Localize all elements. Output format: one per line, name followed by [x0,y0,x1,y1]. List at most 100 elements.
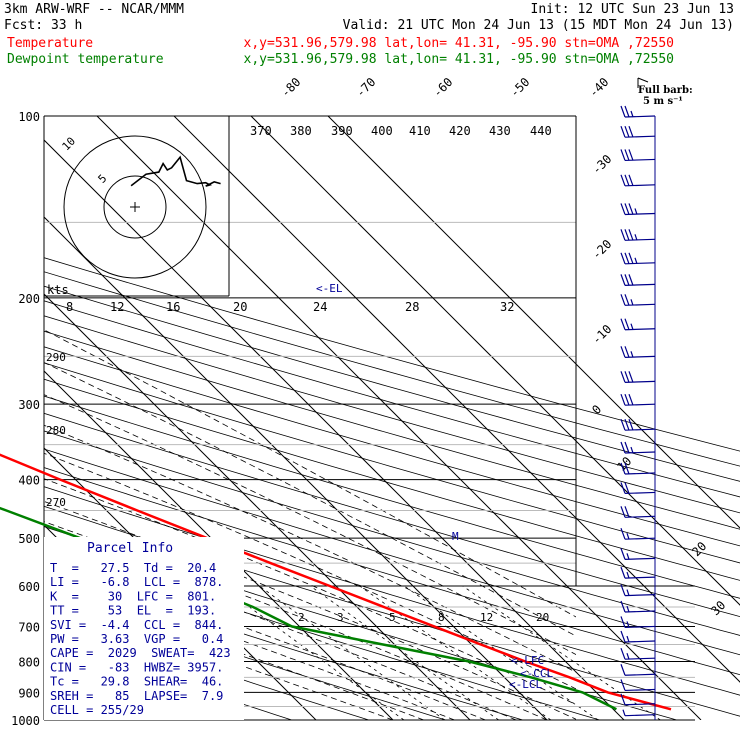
wind-barb [620,203,656,216]
wind-barb [622,709,656,717]
wind-barb-full-flag [620,647,626,660]
wind-barb-staff [624,673,656,676]
dry-adiabat-line [44,346,740,547]
isotherm-line [96,116,702,720]
wind-barb-full-flag [620,664,626,676]
forecast-hour: Fcst: 33 h [4,18,82,33]
isotherm-tick-label: -30 [589,152,614,177]
lfc-marker: <-LFC [511,654,544,667]
wind-barb [620,630,656,643]
pressure-tick-label: 500 [18,532,40,546]
wind-barb-staff [624,283,656,286]
pressure-tick-label: 1000 [11,714,40,728]
dry-adiabat-line [44,315,740,514]
wind-barb-full-flag [628,149,634,161]
temperature-location: x,y=531.96,579.98 lat,lon= 41.31, -95.90… [244,36,674,51]
wind-barb-full-flag [624,418,630,431]
theta-tick-label: 380 [290,124,312,138]
wind-barb [620,252,656,265]
wind-barb-full-flag [624,229,630,241]
wind-barb-full-flag [628,174,634,187]
wind-barb [620,441,656,454]
wind-barb-half-flag [634,234,638,241]
isotherm-line [44,370,394,720]
wind-barb-staff [624,380,656,383]
wind-barb-full-flag [628,393,634,406]
m-marker: M [452,530,459,543]
isotherm-line [173,116,740,683]
wind-barb-half-flag [630,323,634,330]
wind-barb-full-flag [624,274,630,286]
wind-barb-full-flag [624,506,630,518]
theta-tick-label: 390 [331,124,353,138]
wind-barb-half-flag [622,709,626,716]
wind-barb-full-flag [620,566,626,579]
wind-barb-full-flag [624,393,630,406]
wind-barb-staff [624,657,656,660]
parcel-info-title: Parcel Info [87,541,173,556]
mixing-ratio-lower-label: 5 [389,611,396,624]
wind-barb-full-flag [620,600,626,613]
wind-barb-staff [624,576,656,579]
wind-barb-full-flag [624,441,630,454]
wind-barb-full-flag [620,125,626,138]
pressure-tick-label: 900 [18,686,40,700]
wind-barb-full-flag [620,105,626,118]
wind-barb-full-flag [624,174,630,187]
wind-barb-full-flag [620,693,626,705]
theta-left-label: 280 [46,424,66,437]
wind-barb-half-flag [634,257,638,264]
wind-barb-staff [624,115,656,118]
mixing-ratio-line [310,585,499,720]
wind-barb-staff [624,688,656,692]
wind-barb [620,418,656,431]
barb-legend: Full barb: 5 m s⁻¹ [637,77,693,107]
moist-adiabat-line [44,500,576,720]
wind-barb-full-flag [624,318,630,330]
dry-adiabat-line [44,486,740,696]
theta-tick-label: 410 [409,124,431,138]
pressure-tick-label: 600 [18,580,40,594]
wind-barb [620,482,656,495]
wind-barb-half-flag [626,553,630,560]
isotherm-tick-label: -70 [353,75,378,100]
pressure-tick-label: 200 [18,292,40,306]
wind-barb-staff [624,212,656,216]
wind-barb-full-flag [628,252,634,265]
wind-barb-full-flag [620,506,626,518]
dry-adiabat-line [44,271,740,467]
wind-barb-full-flag [624,203,630,215]
wind-barb [620,229,656,241]
isotherm-line [250,116,740,606]
wind-barb-staff [624,537,656,540]
wind-barb-full-flag [624,149,630,161]
wind-barb-full-flag [620,616,626,628]
parcel-info-box: Parcel Info T = 27.5 Td = 20.4LI = -6.8 … [44,537,244,720]
wind-barb-full-flag [620,548,626,560]
wind-barb-full-flag [624,371,630,383]
hodograph-ring-label-5: 5 [96,172,110,186]
wind-barb-full-flag [620,294,626,306]
parcel-info-row: SVI = -4.4 CCL = 844. [50,618,223,632]
wind-barb-staff [624,714,656,717]
parcel-info-row: LI = -6.8 LCL = 878. [50,575,223,589]
mixing-ratio-tick-label: 12 [110,300,124,314]
wind-barb-staff [624,238,656,241]
mixing-ratio-lower-label: 20 [536,611,549,624]
wind-barb-full-flag [620,274,626,286]
mixing-ratio-lower-label: 2 [298,611,305,624]
hodograph-ring-5 [103,175,167,239]
wind-barb-full-flag [620,174,626,187]
valid-time: Valid: 21 UTC Mon 24 Jun 13 (15 MDT Mon … [343,18,734,33]
wind-barb [620,693,656,706]
dry-adiabat-line [44,362,740,564]
wind-barb [620,149,656,162]
wind-barb [620,393,656,406]
mixing-ratio-tick-label: 20 [233,300,247,314]
wind-barb-staff [624,262,656,265]
mixing-ratio-line [462,585,661,720]
wind-barb-half-flag [626,652,630,660]
isotherm-tick-label: -20 [589,237,614,262]
wind-barb-full-flag [620,393,626,406]
wind-barb [620,584,656,597]
